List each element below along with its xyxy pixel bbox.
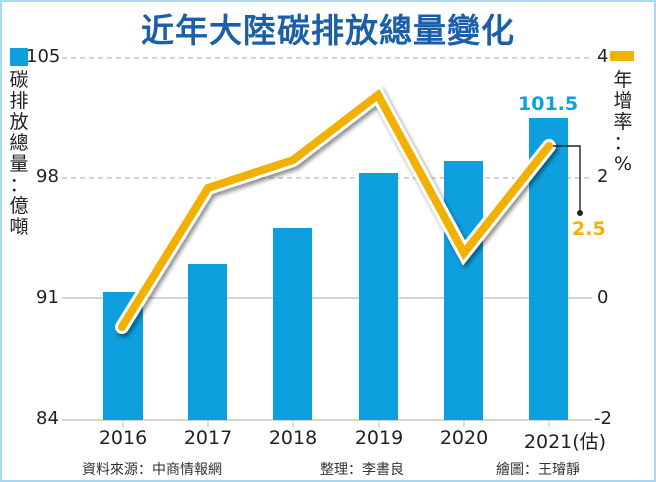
bar-2017 xyxy=(188,264,227,420)
bar-value-label: 101.5 xyxy=(518,93,579,115)
line-legend-swatch xyxy=(610,51,634,61)
left-tick-84: 84 xyxy=(36,408,59,429)
left-axis-label: 碳排放總量：億噸 xyxy=(9,69,29,238)
chart-title: 近年大陸碳排放總量變化 xyxy=(141,11,515,50)
bar-2019 xyxy=(359,173,398,420)
x-label-2017: 2017 xyxy=(183,427,233,449)
x-label-2018: 2018 xyxy=(268,427,318,449)
bar-legend-swatch xyxy=(10,48,28,66)
right-tick-0: 0 xyxy=(597,287,609,308)
x-label-2021: 2021(估) xyxy=(523,431,607,453)
right-axis-label: 年增率：% xyxy=(613,69,633,175)
left-tick-98: 98 xyxy=(36,166,59,187)
artist-credit: 繪圖：王璿靜 xyxy=(496,462,580,478)
editor-credit: 整理：李書良 xyxy=(320,462,404,478)
left-tick-91: 91 xyxy=(36,287,59,308)
line-value-label: 2.5 xyxy=(572,218,606,240)
bar-2020 xyxy=(444,161,483,420)
right-tick-neg2: -2 xyxy=(594,408,612,429)
x-label-2016: 2016 xyxy=(98,427,148,449)
bar-2018 xyxy=(273,228,312,420)
source-credit: 資料來源：中商情報網 xyxy=(82,462,222,478)
right-tick-4: 4 xyxy=(597,46,609,67)
x-label-2019: 2019 xyxy=(354,427,404,449)
left-tick-105: 105 xyxy=(26,46,61,67)
right-tick-2: 2 xyxy=(597,166,609,187)
x-label-2020: 2020 xyxy=(439,427,489,449)
